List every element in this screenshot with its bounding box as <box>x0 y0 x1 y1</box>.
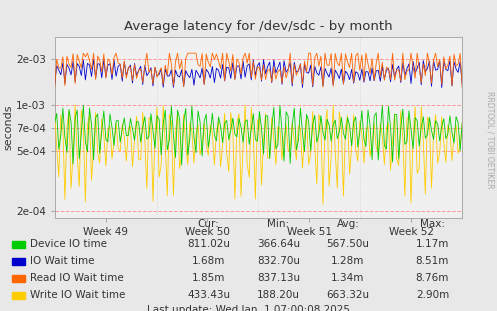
Text: IO Wait time: IO Wait time <box>30 256 94 266</box>
Text: Avg:: Avg: <box>336 219 359 229</box>
Text: 8.51m: 8.51m <box>415 256 449 266</box>
Text: 2.90m: 2.90m <box>416 290 449 300</box>
Text: 366.64u: 366.64u <box>257 239 300 249</box>
Text: Cur:: Cur: <box>198 219 220 229</box>
Text: Min:: Min: <box>267 219 289 229</box>
Text: 433.43u: 433.43u <box>187 290 230 300</box>
Text: 1.34m: 1.34m <box>331 273 365 283</box>
Y-axis label: seconds: seconds <box>3 105 13 150</box>
Text: RRDTOOL / TOBI OETIKER: RRDTOOL / TOBI OETIKER <box>485 91 494 189</box>
Text: 567.50u: 567.50u <box>327 239 369 249</box>
Text: Write IO Wait time: Write IO Wait time <box>30 290 125 300</box>
Text: Device IO time: Device IO time <box>30 239 107 249</box>
Text: 1.28m: 1.28m <box>331 256 365 266</box>
Text: 837.13u: 837.13u <box>257 273 300 283</box>
Text: 1.68m: 1.68m <box>192 256 226 266</box>
Text: Read IO Wait time: Read IO Wait time <box>30 273 124 283</box>
Text: 832.70u: 832.70u <box>257 256 300 266</box>
Text: 811.02u: 811.02u <box>187 239 230 249</box>
Text: Max:: Max: <box>420 219 445 229</box>
Title: Average latency for /dev/sdc - by month: Average latency for /dev/sdc - by month <box>124 21 393 33</box>
Text: 1.17m: 1.17m <box>415 239 449 249</box>
Text: 1.85m: 1.85m <box>192 273 226 283</box>
Text: 188.20u: 188.20u <box>257 290 300 300</box>
Text: 663.32u: 663.32u <box>327 290 369 300</box>
Text: 8.76m: 8.76m <box>415 273 449 283</box>
Text: Last update: Wed Jan  1 07:00:08 2025: Last update: Wed Jan 1 07:00:08 2025 <box>147 304 350 311</box>
